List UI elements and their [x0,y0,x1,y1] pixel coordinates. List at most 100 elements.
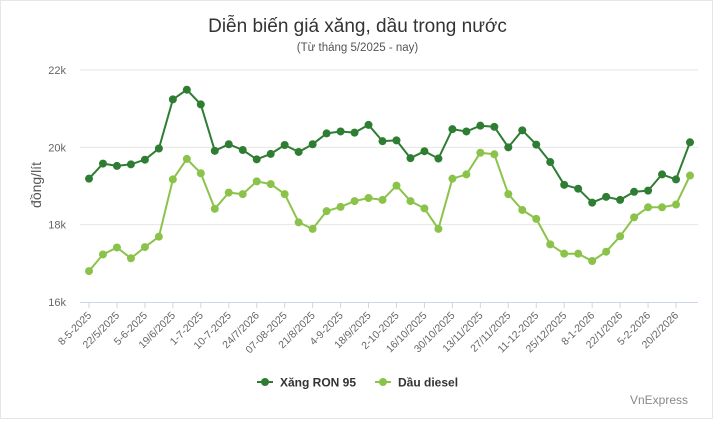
data-point[interactable] [574,184,583,193]
data-point[interactable] [140,243,149,252]
data-point[interactable] [588,198,597,207]
data-point[interactable] [85,174,93,183]
data-point[interactable] [644,186,653,195]
data-point[interactable] [462,170,471,179]
data-point[interactable] [112,243,121,252]
data-point[interactable] [462,127,471,136]
data-point[interactable] [322,129,331,138]
data-point[interactable] [210,204,219,213]
grid-lines [80,69,698,226]
chart-title: Diễn biến giá xăng, dầu trong nước [208,16,507,37]
data-point[interactable] [266,180,275,189]
data-point[interactable] [252,155,261,164]
data-point[interactable] [476,121,485,130]
data-point[interactable] [406,154,415,163]
data-point[interactable] [196,100,205,109]
credit-text: VnExpress [629,393,688,407]
data-point[interactable] [560,180,569,189]
y-tick-label: 20k [48,142,66,154]
data-point[interactable] [336,127,345,136]
data-point[interactable] [504,190,513,199]
data-point[interactable] [210,146,219,155]
data-point[interactable] [546,158,555,167]
data-point[interactable] [434,154,443,163]
data-point[interactable] [280,190,289,199]
data-point[interactable] [490,122,499,131]
data-point[interactable] [644,203,653,212]
data-point[interactable] [672,200,681,209]
data-point[interactable] [406,197,415,206]
data-point[interactable] [308,224,317,233]
data-point[interactable] [602,247,611,256]
data-point[interactable] [686,171,694,180]
data-point[interactable] [85,267,93,276]
data-point[interactable] [434,224,443,233]
data-point[interactable] [378,195,387,204]
legend-item-diesel[interactable]: Dầu diesel [375,376,458,390]
data-point[interactable] [476,148,485,157]
series-lines [85,85,694,276]
data-point[interactable] [420,147,429,156]
data-point[interactable] [616,195,625,204]
data-point[interactable] [168,95,177,104]
data-point[interactable] [616,232,625,241]
data-point[interactable] [448,125,457,134]
data-point[interactable] [154,144,163,153]
data-point[interactable] [392,181,401,190]
data-point[interactable] [112,161,121,170]
legend-item-ron95[interactable]: Xăng RON 95 [257,376,356,390]
data-point[interactable] [588,257,597,266]
data-point[interactable] [322,207,331,216]
data-point[interactable] [672,175,681,184]
data-point[interactable] [126,160,135,169]
data-point[interactable] [126,254,135,263]
data-point[interactable] [294,218,303,227]
data-point[interactable] [560,249,569,258]
data-point[interactable] [280,141,289,150]
data-point[interactable] [518,126,527,135]
data-point[interactable] [686,138,694,147]
data-point[interactable] [336,202,345,211]
data-point[interactable] [224,140,233,149]
data-point[interactable] [266,149,275,158]
data-point[interactable] [658,203,667,212]
legend-label-ron95: Xăng RON 95 [280,376,356,390]
data-point[interactable] [532,140,541,149]
data-point[interactable] [98,159,107,168]
data-point[interactable] [350,197,359,206]
data-point[interactable] [518,205,527,214]
data-point[interactable] [420,204,429,213]
data-point[interactable] [490,150,499,159]
data-point[interactable] [140,155,149,164]
data-point[interactable] [252,177,261,186]
legend-label-diesel: Dầu diesel [398,376,458,390]
data-point[interactable] [238,190,247,199]
y-tick-label: 18k [48,220,66,232]
data-point[interactable] [532,214,541,223]
data-point[interactable] [168,175,177,184]
data-point[interactable] [196,169,205,178]
y-axis-label: đồng/lít [28,162,44,208]
data-point[interactable] [630,187,639,196]
data-point[interactable] [308,140,317,149]
data-point[interactable] [98,250,107,259]
data-point[interactable] [182,154,191,163]
data-point[interactable] [294,147,303,156]
data-point[interactable] [392,136,401,145]
data-point[interactable] [154,232,163,241]
data-point[interactable] [630,213,639,222]
data-point[interactable] [448,174,457,183]
series-diesel-line [88,151,691,272]
data-point[interactable] [350,128,359,137]
data-point[interactable] [364,120,373,129]
data-point[interactable] [224,188,233,197]
data-point[interactable] [364,193,373,202]
data-point[interactable] [602,192,611,201]
data-point[interactable] [658,170,667,179]
data-point[interactable] [574,249,583,258]
data-point[interactable] [378,137,387,146]
data-point[interactable] [546,240,555,249]
data-point[interactable] [504,143,513,152]
data-point[interactable] [182,85,191,94]
data-point[interactable] [238,146,247,155]
